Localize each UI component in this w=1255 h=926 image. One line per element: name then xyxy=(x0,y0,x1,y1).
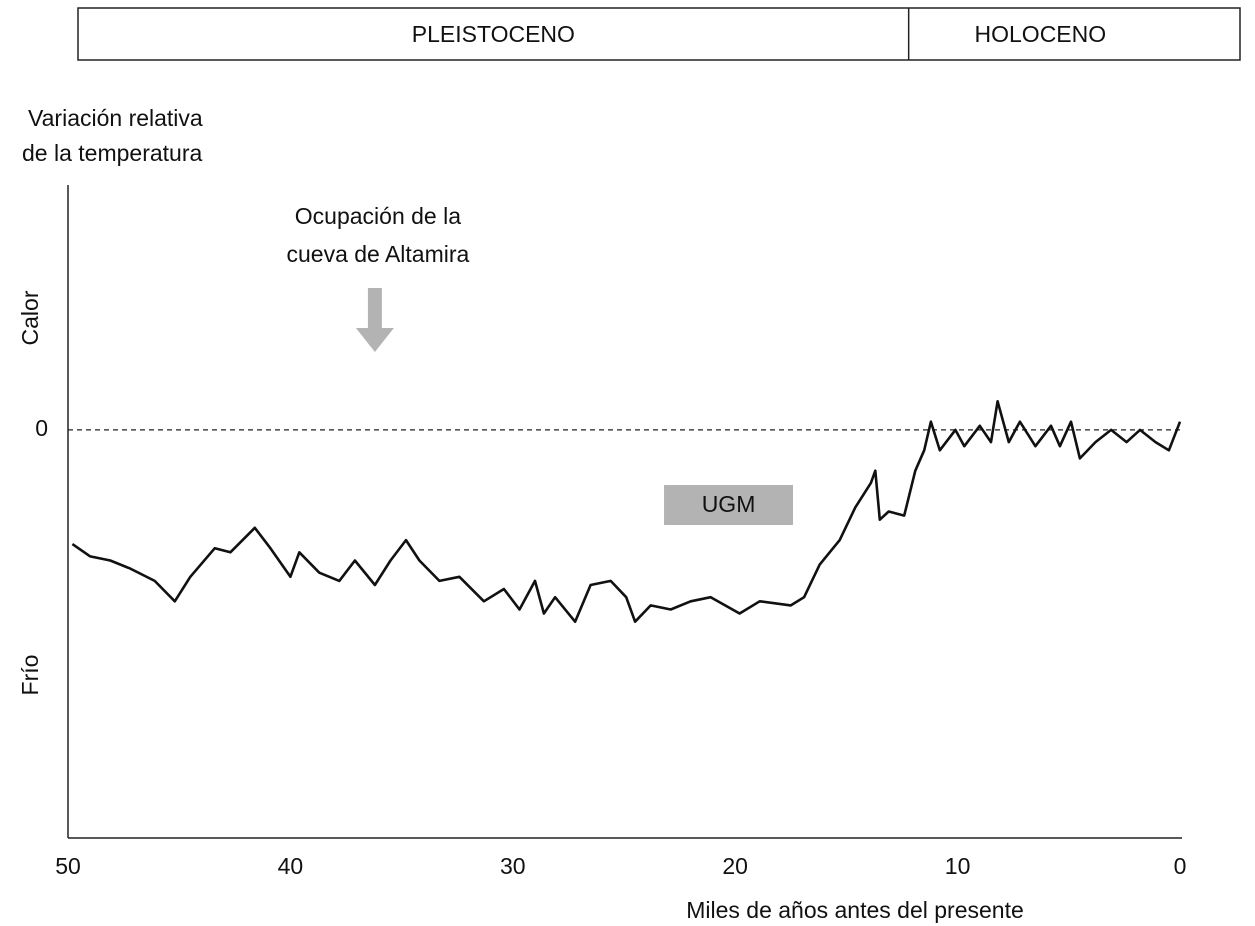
temperature-line xyxy=(71,400,1182,623)
x-tick-label: 0 xyxy=(1174,853,1187,879)
period-label: HOLOCENO xyxy=(975,21,1107,47)
annotation-text: cueva de Altamira xyxy=(286,241,469,267)
x-tick-label: 50 xyxy=(55,853,81,879)
annotation-text: Ocupación de la xyxy=(295,203,461,229)
y-high-label: Calor xyxy=(17,290,43,345)
y-tick-label: 0 xyxy=(35,415,48,441)
x-axis-label: Miles de años antes del presente xyxy=(686,897,1024,923)
y-axis-label: Variación relativa xyxy=(28,105,203,131)
x-tick-label: 40 xyxy=(278,853,304,879)
annotation-box xyxy=(664,485,794,525)
x-tick-label: 10 xyxy=(945,853,971,879)
annotation-arrow xyxy=(355,288,394,352)
x-tick-label: 30 xyxy=(500,853,526,879)
y-axis-label: de la temperatura xyxy=(22,140,202,166)
period-band xyxy=(77,7,1241,61)
annotation-text: UGM xyxy=(702,491,756,517)
x-tick-label: 20 xyxy=(722,853,748,879)
period-label: PLEISTOCENO xyxy=(412,21,575,47)
y-low-label: Frío xyxy=(17,655,43,696)
